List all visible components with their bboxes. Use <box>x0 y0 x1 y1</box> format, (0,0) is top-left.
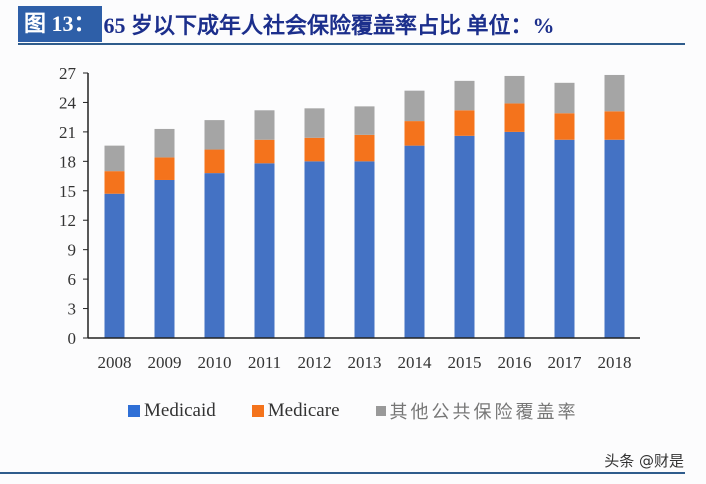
y-tick-label: 0 <box>68 329 77 348</box>
y-tick-label: 27 <box>59 64 77 83</box>
y-tick-label: 12 <box>59 211 76 230</box>
legend: Medicaid Medicare 其他公共保险覆盖率 <box>128 398 615 424</box>
bar-2016-medicare <box>504 103 525 132</box>
bar-2010-medicare <box>204 149 225 174</box>
legend-label-medicaid: Medicaid <box>144 400 216 421</box>
bar-2017-medicaid <box>554 139 575 338</box>
legend-item-medicare: Medicare <box>251 400 340 422</box>
x-tick-label: 2015 <box>448 353 482 372</box>
bar-2018-medicaid <box>604 139 625 338</box>
x-tick-label: 2018 <box>598 353 632 372</box>
bar-2012-other <box>304 108 325 138</box>
y-tick-label: 24 <box>59 93 77 112</box>
legend-item-medicaid: Medicaid <box>128 400 216 422</box>
bar-2014-other <box>404 90 425 122</box>
bar-2013-medicaid <box>354 161 375 338</box>
bottom-divider <box>0 472 685 474</box>
x-tick-label: 2012 <box>298 353 332 372</box>
legend-swatch-medicaid <box>128 405 140 417</box>
bar-2018-other <box>604 74 625 112</box>
bar-2016-other <box>504 75 525 104</box>
bar-2017-other <box>554 82 575 114</box>
chart-title-bar: 图 13： 65 岁以下成年人社会保险覆盖率占比 单位：% <box>18 6 555 42</box>
bar-2015-medicare <box>454 110 475 136</box>
bar-2017-medicare <box>554 113 575 140</box>
chart-title: 65 岁以下成年人社会保险覆盖率占比 单位：% <box>103 13 555 38</box>
bar-2013-medicare <box>354 134 375 162</box>
y-tick-label: 9 <box>68 241 77 260</box>
legend-swatch-other <box>375 406 386 416</box>
bar-2014-medicare <box>404 121 425 146</box>
bar-2012-medicaid <box>304 161 325 338</box>
x-tick-label: 2009 <box>148 353 182 372</box>
bar-2011-medicare <box>254 139 275 164</box>
watermark: 头条 @财是 <box>604 452 684 470</box>
bar-2008-other <box>104 145 125 172</box>
y-tick-label: 18 <box>59 152 76 171</box>
x-tick-label: 2010 <box>198 353 232 372</box>
y-tick-label: 21 <box>59 123 76 142</box>
legend-swatch-medicare <box>251 405 264 417</box>
bar-2015-other <box>454 80 475 111</box>
x-tick-label: 2016 <box>498 353 532 372</box>
legend-label-medicare: Medicare <box>267 400 340 421</box>
bar-2016-medicaid <box>504 131 525 338</box>
bar-2015-medicaid <box>454 135 475 338</box>
x-tick-label: 2011 <box>248 353 281 372</box>
bar-2013-other <box>354 106 375 135</box>
bar-2009-other <box>154 128 175 158</box>
x-tick-label: 2008 <box>98 353 132 372</box>
bar-2014-medicaid <box>404 145 425 338</box>
y-tick-label: 3 <box>68 300 77 319</box>
stacked-bar-chart: 0 3 6 9 12 15 18 21 24 27 2008 2009 2010 2011 2012 2013… <box>59 64 640 372</box>
bar-2009-medicaid <box>154 179 175 338</box>
legend-item-other: 其他公共保险覆盖率 <box>375 398 579 424</box>
bar-2010-other <box>204 120 225 150</box>
y-tick-label: 6 <box>68 270 77 289</box>
figure-number-badge: 图 13： <box>18 6 102 42</box>
bar-2011-medicaid <box>254 163 275 338</box>
x-tick-label: 2014 <box>398 353 433 372</box>
x-tick-label: 2017 <box>548 353 583 372</box>
y-tick-label: 15 <box>59 182 76 201</box>
x-tick-label: 2013 <box>348 353 382 372</box>
legend-label-other: 其他公共保险覆盖率 <box>389 402 579 422</box>
bar-2008-medicare <box>104 171 125 194</box>
bar-2008-medicaid <box>104 193 125 338</box>
bar-2018-medicare <box>604 111 625 140</box>
bar-2011-other <box>254 110 275 140</box>
bar-2010-medicaid <box>204 173 225 338</box>
title-divider <box>18 43 685 45</box>
bar-2009-medicare <box>154 157 175 180</box>
bar-2012-medicare <box>304 137 325 162</box>
